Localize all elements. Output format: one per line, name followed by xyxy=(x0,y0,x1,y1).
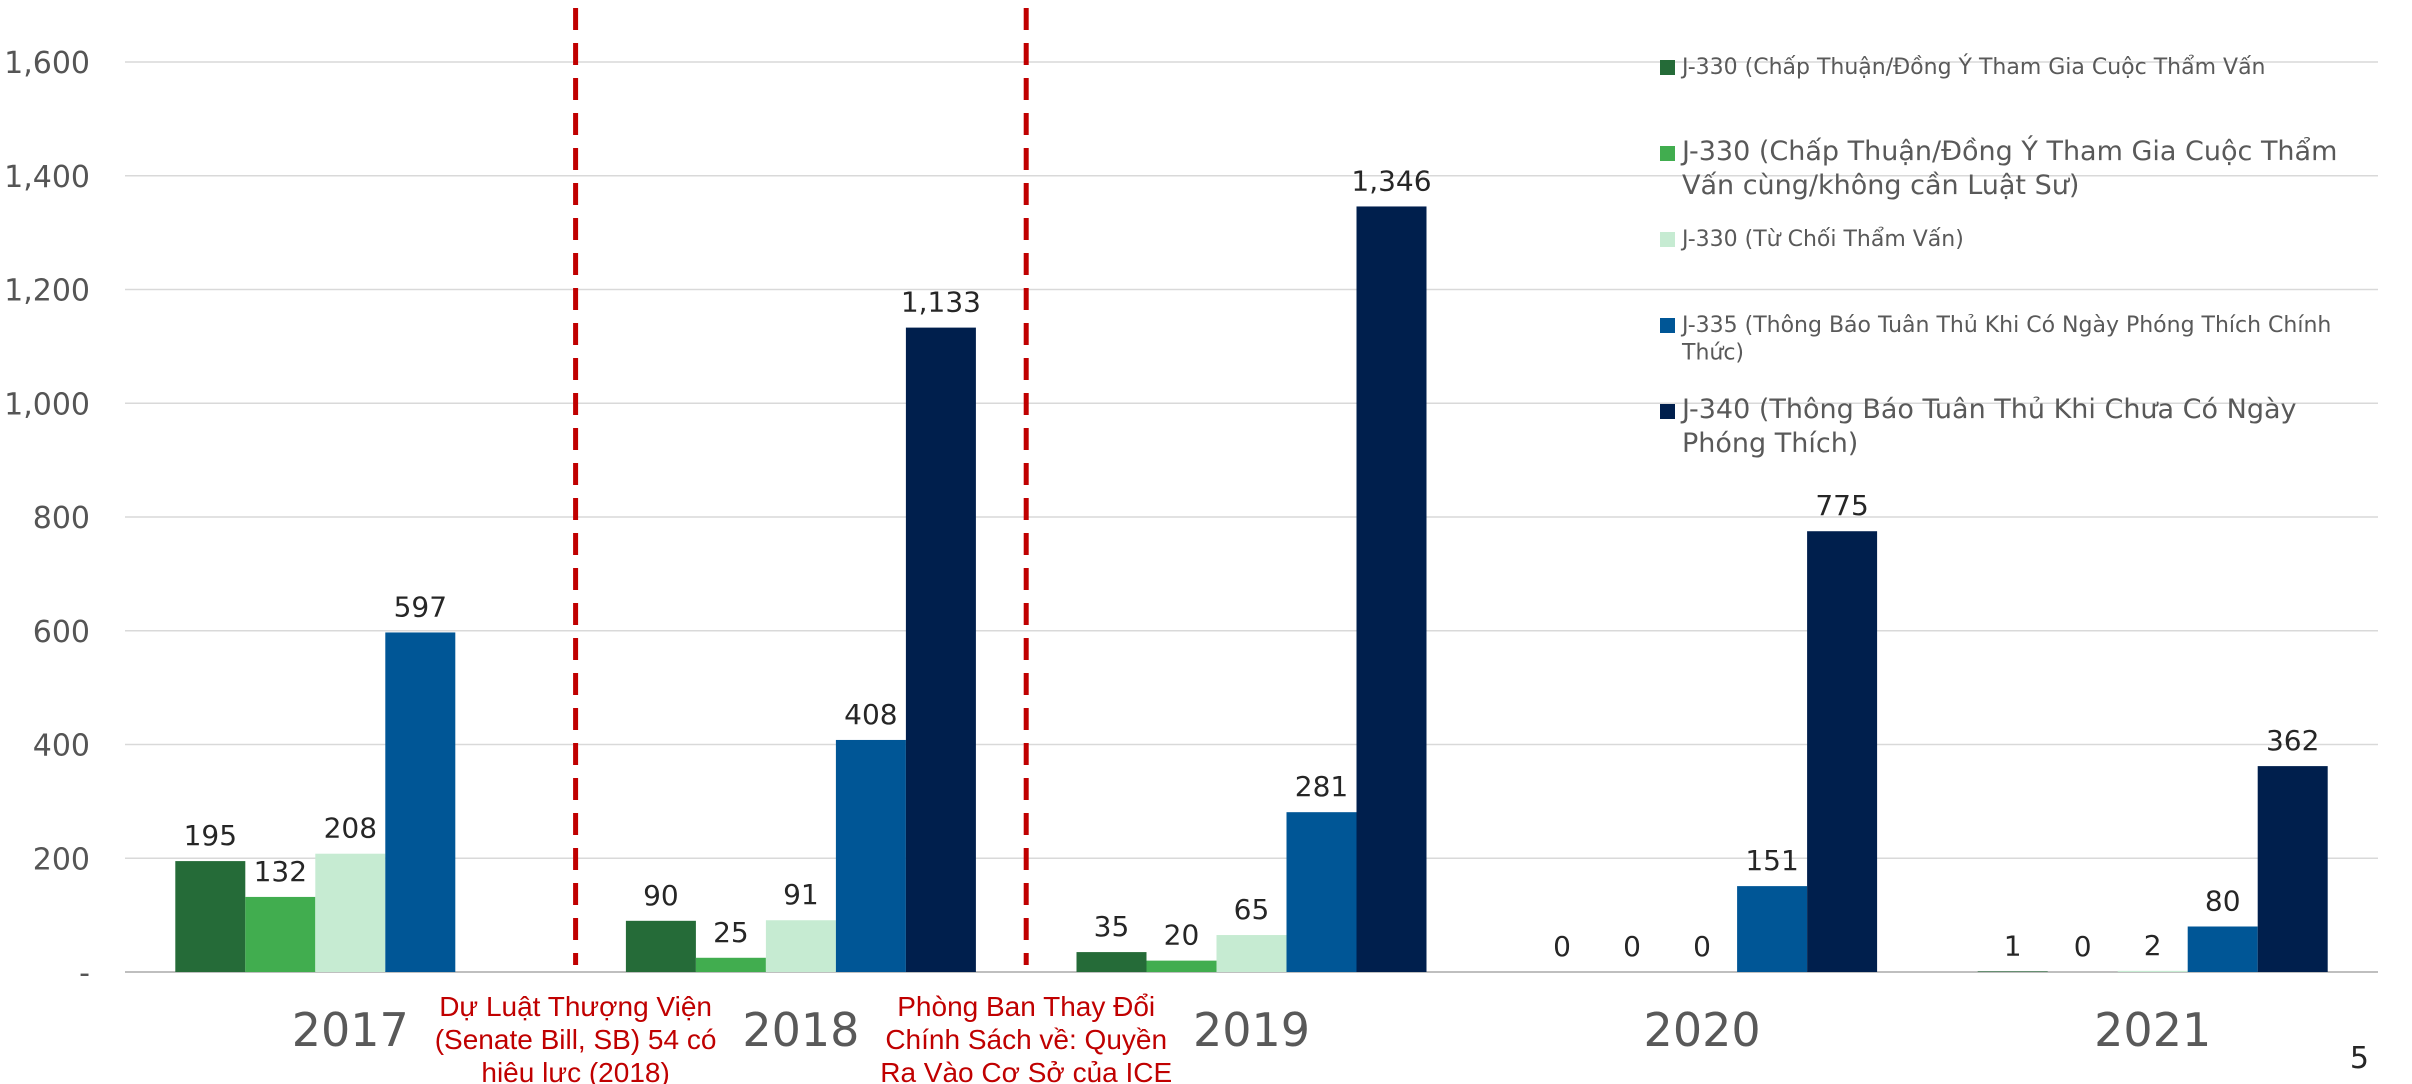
data-label: 132 xyxy=(254,855,307,888)
y-tick-label: 800 xyxy=(33,501,90,536)
legend-label: J-335 (Thông Báo Tuân Thủ Khi Có Ngày Ph… xyxy=(1680,313,2331,366)
data-label: 195 xyxy=(184,819,237,852)
annotation-text: Phòng Ban Thay Đổi Chính Sách về: Quyền Ra… xyxy=(880,991,1172,1084)
bar xyxy=(2257,766,2328,972)
annotation-text: Dự Luật Thượng Viện (Senate Bill, SB) 54 … xyxy=(435,991,717,1084)
data-label: 20 xyxy=(1164,919,1200,952)
data-label: 2 xyxy=(2144,929,2162,962)
y-tick-label: 1,000 xyxy=(4,387,90,422)
page-number: 5 xyxy=(2350,1041,2369,1076)
bar xyxy=(315,853,386,972)
bar xyxy=(905,327,976,972)
bar xyxy=(2117,970,2188,972)
data-label: 775 xyxy=(1815,489,1868,522)
legend-swatch xyxy=(1660,318,1675,333)
y-tick-label: 1,200 xyxy=(4,274,90,309)
data-label: 65 xyxy=(1234,893,1270,926)
category-label: 2019 xyxy=(1193,1003,1310,1057)
data-label: 208 xyxy=(324,812,377,845)
legend: J-330 (Chấp Thuận/Đồng Ý Tham Gia Cuộc T… xyxy=(1660,54,2337,459)
data-label: 91 xyxy=(783,878,819,911)
bar xyxy=(1356,206,1427,972)
annotation-lines xyxy=(573,8,1029,965)
data-label: 0 xyxy=(2074,930,2092,963)
category-label: 2021 xyxy=(2094,1003,2211,1057)
data-label: 597 xyxy=(394,590,447,623)
bar xyxy=(1216,935,1287,972)
data-label: 35 xyxy=(1094,910,1130,943)
legend-swatch xyxy=(1660,146,1675,161)
data-label: 0 xyxy=(1693,930,1711,963)
legend-label: J-330 (Từ Chối Thẩm Vấn) xyxy=(1680,227,1964,252)
data-label: 1,346 xyxy=(1351,164,1431,197)
legend-label: J-340 (Thông Báo Tuân Thủ Khi Chưa Có Ng… xyxy=(1680,394,2297,459)
y-tick-label: 600 xyxy=(33,615,90,650)
data-label: 0 xyxy=(1553,930,1571,963)
bar xyxy=(2187,926,2258,972)
bar xyxy=(1977,971,2048,972)
bar xyxy=(1286,812,1357,972)
y-tick-label: 400 xyxy=(33,729,90,764)
x-axis-categories: 2017 2018 2019 2020 2021 xyxy=(292,1003,2211,1057)
category-label: 2018 xyxy=(742,1003,859,1057)
category-label: 2020 xyxy=(1644,1003,1761,1057)
legend-swatch xyxy=(1660,232,1675,247)
y-axis-ticks: - 200 400 600 800 1,000 1,200 1,400 1,600 xyxy=(4,46,90,991)
legend-swatch xyxy=(1660,60,1675,75)
y-tick-label: 1,400 xyxy=(4,160,90,195)
bar xyxy=(1076,952,1147,972)
data-label: 1,133 xyxy=(901,286,981,319)
data-label: 362 xyxy=(2266,724,2319,757)
data-label: 1 xyxy=(2004,929,2022,962)
bar xyxy=(765,920,836,972)
y-tick-label: - xyxy=(79,956,90,991)
bar xyxy=(175,861,246,972)
bar xyxy=(1737,886,1808,972)
bar xyxy=(1807,531,1878,972)
data-label: 151 xyxy=(1745,844,1798,877)
data-label: 80 xyxy=(2205,885,2241,918)
category-label: 2017 xyxy=(292,1003,409,1057)
y-tick-label: 1,600 xyxy=(4,46,90,81)
bar xyxy=(1146,960,1217,972)
bar xyxy=(695,957,766,972)
y-tick-label: 200 xyxy=(33,842,90,877)
bar xyxy=(835,739,906,972)
bar xyxy=(385,632,456,972)
annotations: Dự Luật Thượng Viện (Senate Bill, SB) 54 … xyxy=(435,991,1172,1084)
bar xyxy=(245,896,316,972)
legend-swatch xyxy=(1660,404,1675,419)
data-label: 90 xyxy=(643,879,679,912)
data-label: 25 xyxy=(713,916,749,949)
legend-label: J-330 (Chấp Thuận/Đồng Ý Tham Gia Cuộc T… xyxy=(1680,135,2337,201)
data-label: 408 xyxy=(844,698,897,731)
bar xyxy=(625,920,696,972)
bars xyxy=(175,206,2328,972)
data-label: 281 xyxy=(1295,770,1348,803)
legend-label: J-330 (Chấp Thuận/Đồng Ý Tham Gia Cuộc T… xyxy=(1680,54,2266,80)
data-label: 0 xyxy=(1623,930,1641,963)
